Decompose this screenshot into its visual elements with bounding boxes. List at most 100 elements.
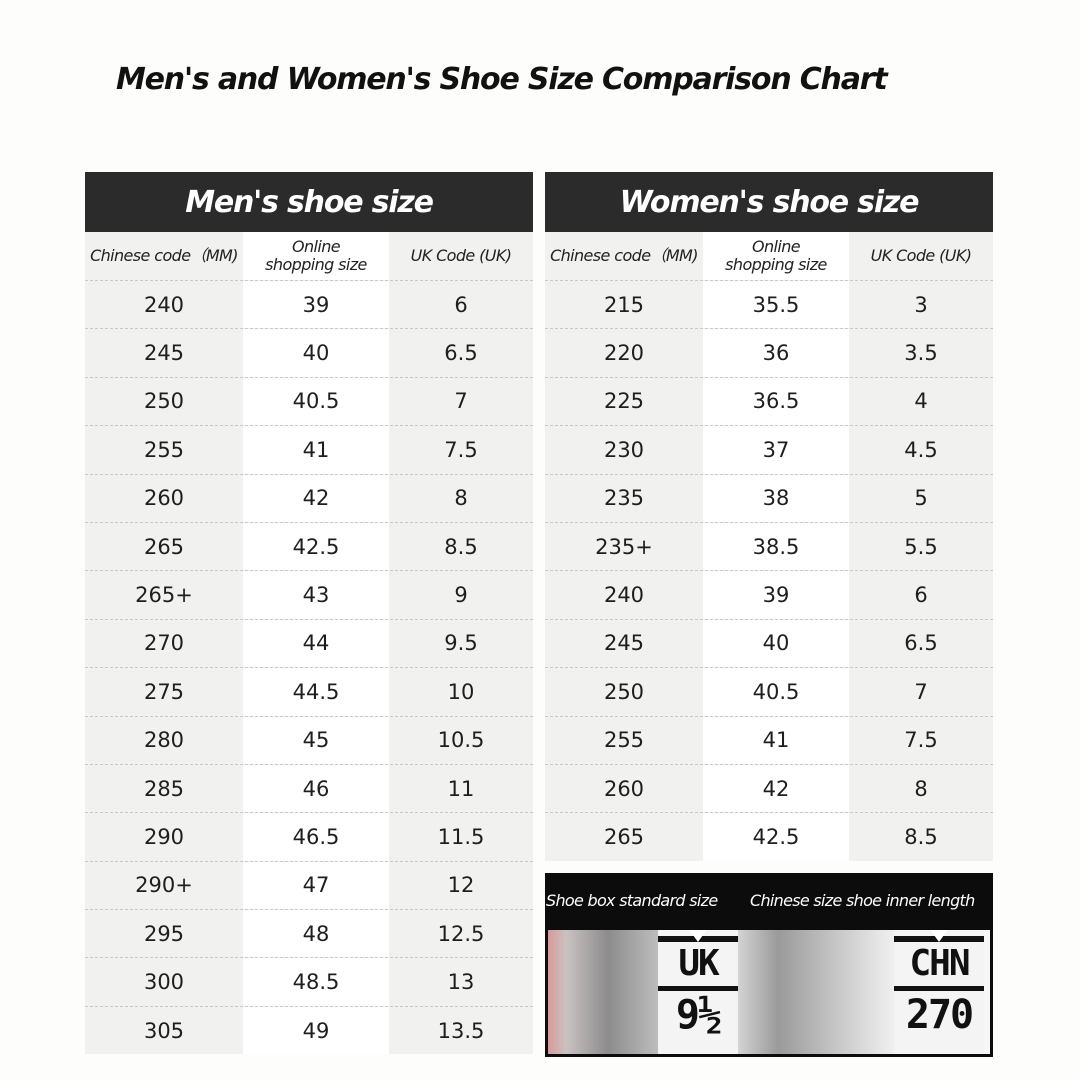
chn-tag-code: CHN — [909, 943, 970, 984]
online-size-cell: 40.5 — [703, 668, 849, 716]
table-row: 265 42.5 8.5 — [545, 812, 993, 861]
chinese-code-cell: 245 — [603, 631, 645, 656]
online-size-cell: 37 — [703, 426, 849, 474]
chinese-code-cell: 220 — [603, 341, 645, 366]
chinese-code-cell: 290 — [143, 824, 185, 849]
chinese-code-cell: 290+ — [135, 873, 193, 898]
uk-tag-value: 9½ — [675, 992, 722, 1038]
table-row: 245 40 6.5 — [85, 328, 533, 377]
table-row: 220 36 3.5 — [545, 328, 993, 377]
online-size-cell: 39 — [703, 571, 849, 619]
mens-table-header: Men's shoe size — [85, 172, 533, 232]
chinese-code-cell: 215 — [603, 292, 645, 317]
uk-code-cell: 7 — [454, 389, 468, 414]
uk-code-cell: 12.5 — [437, 921, 485, 946]
uk-code-cell: 8 — [914, 776, 928, 801]
column-header-online-size: Online shopping size — [243, 232, 389, 280]
mens-rows: 240 39 6 245 40 6.5 250 40.5 7 255 41 7.5 260 42 8 265 4… — [85, 280, 533, 1055]
womens-table-header: Women's shoe size — [545, 172, 993, 232]
online-size-cell: 43 — [243, 571, 389, 619]
chinese-code-cell: 240 — [143, 292, 185, 317]
uk-code-cell: 5 — [914, 486, 928, 511]
uk-code-cell: 6.5 — [904, 631, 938, 656]
chinese-code-cell: 255 — [143, 437, 185, 462]
chinese-code-cell: 280 — [143, 728, 185, 753]
online-size-cell: 44 — [243, 619, 389, 668]
online-size-cell: 42.5 — [703, 813, 849, 861]
inner-length-caption: Chinese size shoe inner length — [750, 891, 975, 910]
chinese-code-cell: 260 — [603, 776, 645, 801]
table-row: 270 44 9.5 — [85, 618, 533, 668]
uk-code-cell: 7.5 — [904, 728, 938, 753]
chn-size-tag: CHN 270 — [894, 930, 984, 1054]
online-size-cell: 41 — [243, 426, 389, 474]
online-size-cell: 41 — [703, 716, 849, 764]
uk-code-cell: 3.5 — [904, 341, 938, 366]
table-row: 265 42.5 8.5 — [85, 521, 533, 571]
uk-code-cell: 6.5 — [444, 341, 478, 366]
uk-code-cell: 13 — [447, 970, 475, 995]
label-photo: UK 9½ CHN 270 — [548, 930, 990, 1054]
chinese-code-cell: 255 — [603, 728, 645, 753]
chinese-code-cell: 265+ — [135, 583, 193, 608]
womens-rows: 215 35.5 3 220 36 3.5 225 36.5 4 230 37 4.5 235 38 5 23… — [545, 280, 993, 861]
pointer-triangle-icon — [929, 930, 949, 942]
table-row: 290 46.5 11.5 — [85, 812, 533, 861]
column-header-uk-code: UK Code (UK) — [870, 246, 972, 265]
uk-code-cell: 12 — [447, 873, 475, 898]
online-size-cell: 38 — [703, 474, 849, 522]
chinese-code-cell: 260 — [143, 486, 185, 511]
table-row: 300 48.5 13 — [85, 957, 533, 1006]
chinese-code-cell: 235 — [603, 486, 645, 511]
uk-code-cell: 11 — [447, 776, 475, 801]
chinese-code-cell: 305 — [143, 1018, 185, 1043]
chinese-code-cell: 270 — [143, 631, 185, 656]
table-row: 235 38 5 — [545, 473, 993, 522]
chinese-code-cell: 235+ — [595, 534, 653, 559]
size-label-illustration: Shoe box standard size Chinese size shoe… — [545, 873, 993, 1057]
shoe-box-caption: Shoe box standard size — [546, 891, 718, 910]
online-size-cell: 46 — [243, 764, 389, 813]
table-row: 250 40.5 7 — [85, 376, 533, 426]
chinese-code-cell: 275 — [143, 679, 185, 704]
uk-code-cell: 8.5 — [904, 824, 938, 849]
column-header-chinese-code: Chinese code（MM) — [90, 246, 238, 265]
chinese-code-cell: 265 — [603, 824, 645, 849]
uk-code-cell: 8 — [454, 486, 468, 511]
online-size-cell: 42 — [243, 474, 389, 522]
chinese-code-cell: 225 — [603, 389, 645, 414]
online-size-cell: 48 — [243, 910, 389, 958]
table-row: 255 41 7.5 — [545, 715, 993, 764]
uk-code-cell: 4 — [914, 389, 928, 414]
online-size-cell: 40 — [703, 619, 849, 668]
table-row: 290+ 47 12 — [85, 860, 533, 910]
chinese-code-cell: 285 — [143, 776, 185, 801]
table-row: 250 40.5 7 — [545, 667, 993, 716]
column-header-uk-code: UK Code (UK) — [410, 246, 512, 265]
womens-size-table: Women's shoe size Chinese code（MM) Onlin… — [545, 172, 993, 861]
uk-code-cell: 3 — [914, 292, 928, 317]
online-size-cell: 39 — [243, 281, 389, 329]
uk-code-cell: 7.5 — [444, 437, 478, 462]
uk-code-cell: 6 — [454, 292, 468, 317]
chinese-code-cell: 250 — [143, 389, 185, 414]
page-title: Men's and Women's Shoe Size Comparison C… — [116, 62, 888, 97]
chinese-code-cell: 230 — [603, 437, 645, 462]
uk-code-cell: 9.5 — [444, 631, 478, 656]
table-row: 215 35.5 3 — [545, 280, 993, 329]
online-size-cell: 42 — [703, 764, 849, 813]
table-row: 275 44.5 10 — [85, 667, 533, 716]
online-size-cell: 47 — [243, 861, 389, 910]
uk-code-cell: 8.5 — [444, 534, 478, 559]
table-row: 235+ 38.5 5.5 — [545, 521, 993, 571]
uk-size-tag: UK 9½ — [658, 930, 738, 1054]
uk-code-cell: 7 — [914, 679, 928, 704]
uk-code-cell: 13.5 — [437, 1018, 485, 1043]
table-row: 230 37 4.5 — [545, 425, 993, 474]
chinese-code-cell: 295 — [143, 921, 185, 946]
uk-code-cell: 4.5 — [904, 437, 938, 462]
uk-code-cell: 6 — [914, 583, 928, 608]
chinese-code-cell: 245 — [143, 341, 185, 366]
online-size-cell: 49 — [243, 1006, 389, 1055]
chn-tag-value: 270 — [905, 992, 974, 1038]
